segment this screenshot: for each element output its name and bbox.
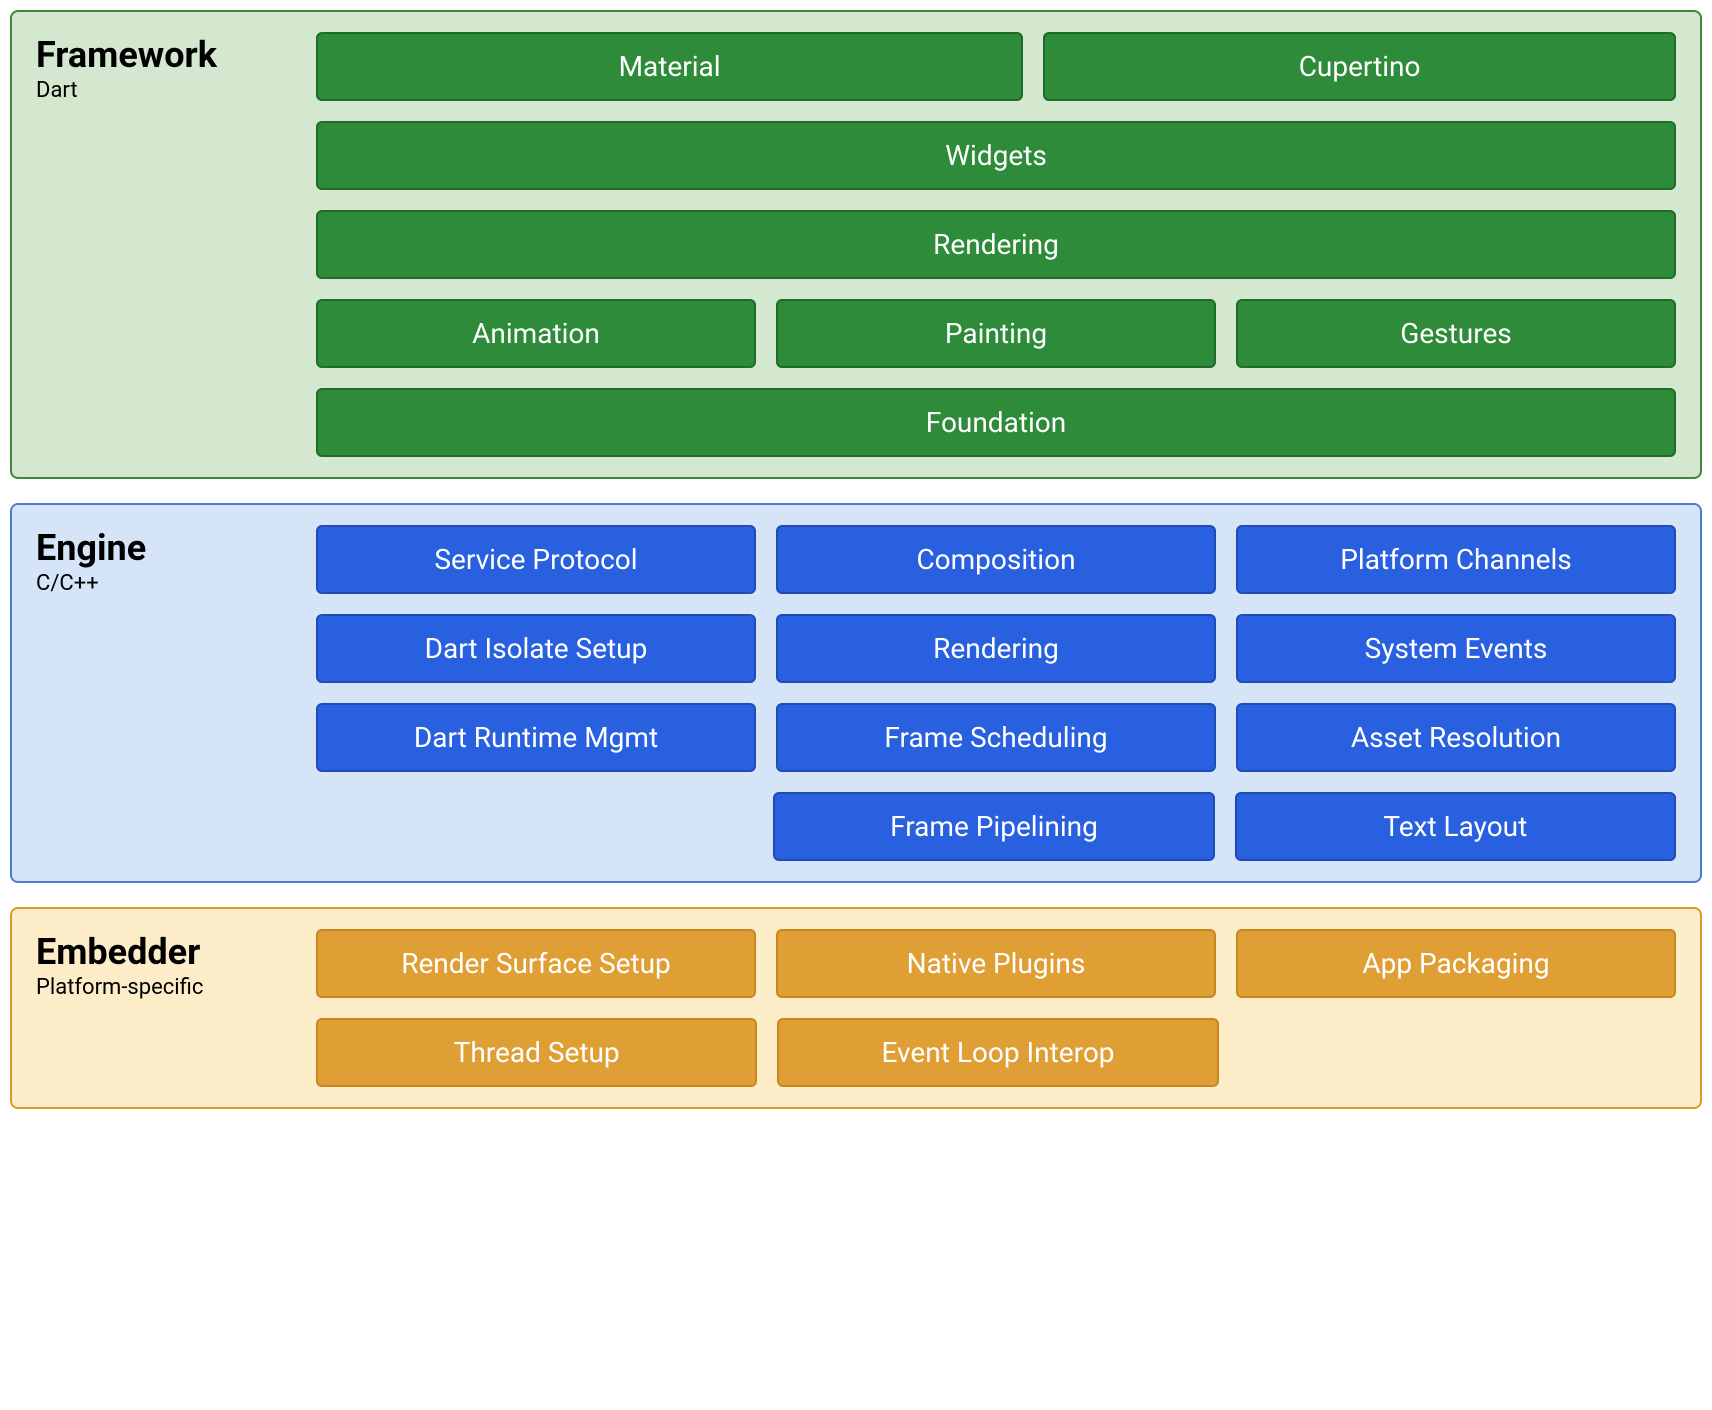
layer-header-embedder: Embedder Platform-specific <box>36 929 316 1000</box>
cell-dart-runtime-mgmt: Dart Runtime Mgmt <box>316 703 756 772</box>
cell-event-loop-interop: Event Loop Interop <box>777 1018 1218 1087</box>
cell-frame-pipelining: Frame Pipelining <box>773 792 1214 861</box>
layer-subtitle: Dart <box>36 78 316 103</box>
cell-widgets: Widgets <box>316 121 1676 190</box>
cell-rendering: Rendering <box>316 210 1676 279</box>
layer-title: Framework <box>36 36 316 76</box>
layer-title: Engine <box>36 529 316 569</box>
cell-cupertino: Cupertino <box>1043 32 1676 101</box>
row: Service Protocol Composition Platform Ch… <box>316 525 1676 594</box>
cell-asset-resolution: Asset Resolution <box>1236 703 1676 772</box>
layer-title: Embedder <box>36 933 316 973</box>
layer-subtitle: Platform-specific <box>36 975 316 1000</box>
row: Dart Isolate Setup Rendering System Even… <box>316 614 1676 683</box>
layer-body-embedder: Render Surface Setup Native Plugins App … <box>316 929 1676 1087</box>
row: Render Surface Setup Native Plugins App … <box>316 929 1676 998</box>
cell-system-events: System Events <box>1236 614 1676 683</box>
cell-rendering-engine: Rendering <box>776 614 1216 683</box>
layer-subtitle: C/C++ <box>36 571 316 596</box>
layer-body-engine: Service Protocol Composition Platform Ch… <box>316 525 1676 861</box>
cell-render-surface-setup: Render Surface Setup <box>316 929 756 998</box>
row: Widgets <box>316 121 1676 190</box>
layer-header-engine: Engine C/C++ <box>36 525 316 596</box>
layer-framework: Framework Dart Material Cupertino Widget… <box>10 10 1702 479</box>
cell-material: Material <box>316 32 1023 101</box>
cell-gestures: Gestures <box>1236 299 1676 368</box>
layer-header-framework: Framework Dart <box>36 32 316 103</box>
cell-native-plugins: Native Plugins <box>776 929 1216 998</box>
cell-dart-isolate-setup: Dart Isolate Setup <box>316 614 756 683</box>
row: Dart Runtime Mgmt Frame Scheduling Asset… <box>316 703 1676 772</box>
cell-platform-channels: Platform Channels <box>1236 525 1676 594</box>
cell-painting: Painting <box>776 299 1216 368</box>
row: Animation Painting Gestures <box>316 299 1676 368</box>
cell-frame-scheduling: Frame Scheduling <box>776 703 1216 772</box>
row: Thread Setup Event Loop Interop <box>316 1018 1676 1087</box>
layer-engine: Engine C/C++ Service Protocol Compositio… <box>10 503 1702 883</box>
cell-text-layout: Text Layout <box>1235 792 1676 861</box>
row: Material Cupertino <box>316 32 1676 101</box>
cell-service-protocol: Service Protocol <box>316 525 756 594</box>
row: Frame Pipelining Text Layout <box>316 792 1676 861</box>
cell-foundation: Foundation <box>316 388 1676 457</box>
cell-composition: Composition <box>776 525 1216 594</box>
cell-animation: Animation <box>316 299 756 368</box>
row: Rendering <box>316 210 1676 279</box>
cell-app-packaging: App Packaging <box>1236 929 1676 998</box>
row: Foundation <box>316 388 1676 457</box>
layer-body-framework: Material Cupertino Widgets Rendering Ani… <box>316 32 1676 457</box>
layer-embedder: Embedder Platform-specific Render Surfac… <box>10 907 1702 1109</box>
cell-thread-setup: Thread Setup <box>316 1018 757 1087</box>
